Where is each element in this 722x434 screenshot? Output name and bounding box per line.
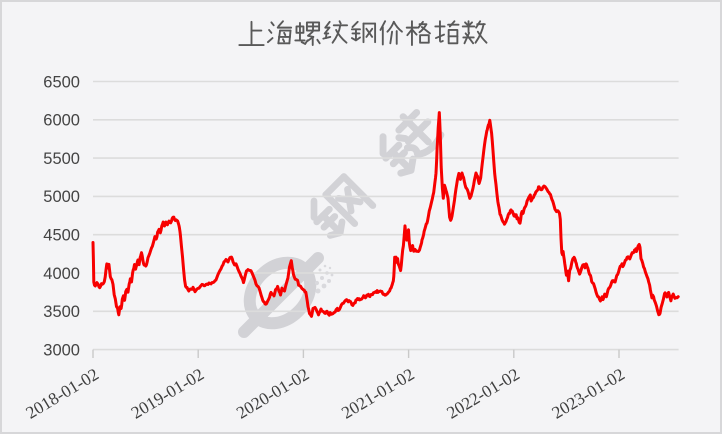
svg-text:5000: 5000 [43, 188, 80, 206]
svg-text:3500: 3500 [43, 303, 80, 321]
svg-text:4500: 4500 [43, 227, 80, 245]
svg-text:4000: 4000 [43, 265, 80, 283]
svg-text:5500: 5500 [43, 150, 80, 168]
svg-text:6000: 6000 [43, 112, 80, 130]
svg-text:6500: 6500 [43, 73, 80, 91]
svg-text:3000: 3000 [43, 341, 80, 359]
